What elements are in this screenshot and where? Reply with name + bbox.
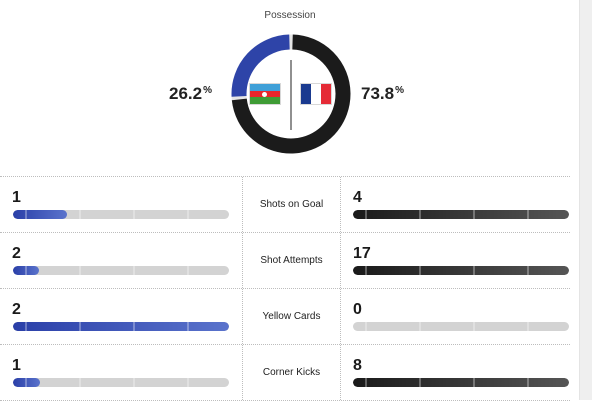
away-stat-value: 17 [353,245,371,262]
azerbaijan-flag-icon [250,84,280,105]
stat-row-shot-attempts: 2 Shot Attempts 17 [0,233,570,289]
away-stat-bar [353,378,569,387]
stat-row-shots-on-goal: 1 Shots on Goal 4 [0,177,570,233]
away-stat-bar [353,266,569,275]
stat-label: Yellow Cards [242,289,341,344]
stat-label: Corner Kicks [242,345,341,400]
away-stat-value: 4 [353,189,362,206]
home-stat-bar [13,266,229,275]
match-stats-table: 1 Shots on Goal 4 2 Shot Attempts 17 2 Y… [0,176,570,401]
home-stat-bar [13,322,229,331]
stat-row-corner-kicks: 1 Corner Kicks 8 [0,345,570,401]
home-stat-value: 1 [12,357,21,374]
away-stat-value: 0 [353,301,362,318]
stat-row-yellow-cards: 2 Yellow Cards 0 [0,289,570,345]
possession-title: Possession [264,10,316,21]
possession-arc-home [231,34,291,97]
stat-label: Shots on Goal [242,177,341,232]
possession-arc-away [231,34,351,154]
france-flag-icon [301,84,331,104]
home-stat-value: 2 [12,301,21,318]
away-stat-bar [353,322,569,331]
home-stat-value: 1 [12,189,21,206]
possession-donut [231,34,351,154]
home-stat-value: 2 [12,245,21,262]
away-stat-bar [353,210,569,219]
away-possession-percent: 73.8% [361,84,404,103]
away-stat-value: 8 [353,357,362,374]
stat-label: Shot Attempts [242,233,341,288]
home-stat-bar [13,378,229,387]
scrollbar-track[interactable] [579,0,592,400]
home-possession-percent: 26.2% [169,84,212,103]
home-stat-bar [13,210,229,219]
